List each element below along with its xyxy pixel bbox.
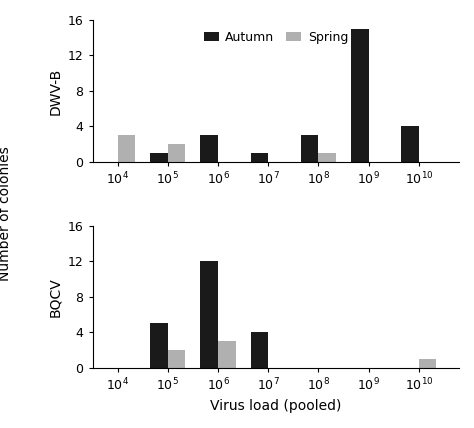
X-axis label: Virus load (pooled): Virus load (pooled) [210, 399, 341, 413]
Bar [351, 29, 369, 162]
Bar [319, 153, 336, 162]
Bar [150, 153, 168, 162]
Bar [168, 144, 185, 162]
Text: Number of colonies: Number of colonies [0, 147, 12, 281]
Bar [118, 135, 135, 162]
Y-axis label: DWV-B: DWV-B [48, 67, 62, 115]
Legend: Autumn, Spring: Autumn, Spring [199, 26, 353, 49]
Bar [168, 350, 185, 368]
Bar [201, 135, 218, 162]
Bar [150, 324, 168, 368]
Bar [201, 262, 218, 368]
Bar [251, 332, 268, 368]
Bar [218, 341, 236, 368]
Bar [419, 359, 437, 368]
Bar [251, 153, 268, 162]
Bar [401, 127, 419, 162]
Bar [301, 135, 319, 162]
Y-axis label: BQCV: BQCV [48, 277, 62, 317]
